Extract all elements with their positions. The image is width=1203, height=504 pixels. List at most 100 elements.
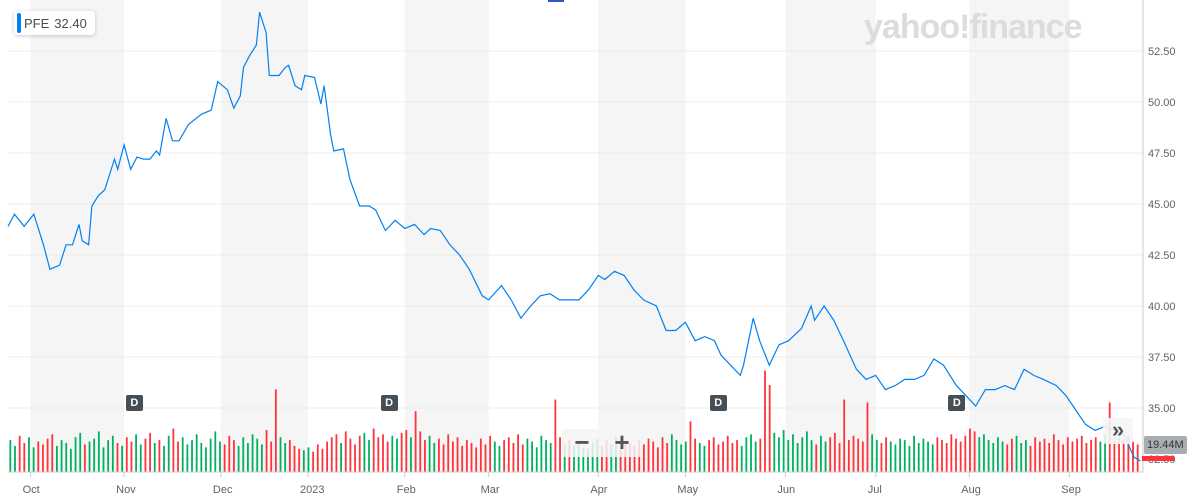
volume-bar — [88, 441, 91, 472]
volume-bar — [219, 441, 221, 472]
volume-bar — [195, 434, 198, 472]
volume-bar — [83, 444, 86, 472]
volume-bar — [973, 431, 976, 472]
volume-bar — [819, 435, 822, 472]
volume-bar — [284, 443, 287, 472]
volume-bar — [1034, 437, 1037, 472]
volume-bar — [587, 448, 589, 472]
volume-bar — [368, 440, 370, 472]
volume-bar — [610, 444, 613, 472]
dividend-marker[interactable]: D — [125, 395, 143, 411]
volume-bar — [74, 437, 77, 472]
volume-bar — [768, 385, 771, 472]
volume-bar — [335, 434, 338, 472]
volume-bar — [1080, 435, 1083, 472]
volume-bar — [591, 443, 594, 472]
volume-bar — [330, 437, 333, 472]
volume-bar — [279, 437, 282, 472]
zoom-in-button[interactable]: + — [614, 427, 630, 457]
dividend-marker[interactable]: D — [380, 395, 398, 411]
y-tick-label: 37.50 — [1148, 352, 1176, 364]
x-tick-label: Jun — [777, 484, 795, 496]
volume-bar — [475, 447, 478, 472]
volume-bar — [521, 444, 524, 472]
volume-bar — [18, 435, 21, 472]
volume-bar — [633, 445, 636, 472]
x-tick-label: Dec — [213, 484, 233, 496]
volume-bar — [987, 440, 990, 472]
volume-bar — [689, 421, 692, 472]
volume-bar — [386, 441, 389, 472]
volume-bar — [214, 431, 217, 472]
volume-bar — [121, 445, 124, 472]
volume-bar — [629, 443, 631, 472]
volume-bar — [545, 440, 547, 472]
volume-bar — [563, 444, 566, 472]
x-tick-label: Feb — [397, 484, 416, 496]
volume-bar — [424, 440, 426, 472]
volume-bar — [116, 443, 119, 472]
volume-label: 19.44M — [1144, 436, 1187, 454]
volume-bar — [9, 440, 12, 472]
volume-bar — [899, 438, 901, 472]
x-tick-label: Nov — [116, 484, 136, 496]
volume-bar — [1136, 444, 1139, 472]
volume-bar — [824, 441, 827, 472]
volume-bar — [992, 443, 995, 472]
volume-bar — [852, 435, 855, 472]
volume-bar — [56, 445, 58, 472]
x-tick-label: Apr — [590, 484, 607, 496]
volume-bar — [451, 441, 454, 472]
dividend-marker[interactable]: D — [709, 395, 727, 411]
volume-bar — [703, 445, 706, 472]
volume-bar — [144, 438, 147, 472]
scroll-forward-button[interactable]: » — [1103, 418, 1133, 444]
volume-bar — [1071, 441, 1074, 472]
y-tick-label: 50.00 — [1148, 97, 1176, 109]
month-band — [404, 0, 489, 472]
volume-bar — [1118, 437, 1120, 472]
volume-bar — [223, 444, 226, 472]
volume-bar — [875, 440, 878, 472]
volume-bar — [153, 443, 156, 472]
volume-bar — [79, 432, 82, 472]
volume-bar — [489, 435, 492, 472]
volume-bar — [642, 444, 645, 472]
volume-bar — [549, 443, 552, 472]
yahoo-finance-logo: yahoo!finance — [864, 8, 1082, 46]
volume-bar — [265, 429, 268, 472]
zoom-out-button[interactable]: − — [574, 427, 590, 457]
volume-bar — [983, 434, 985, 472]
volume-bar — [419, 431, 422, 472]
volume-bar — [1062, 444, 1065, 472]
volume-bar — [866, 402, 869, 472]
volume-bar — [149, 432, 151, 472]
volume-bar — [1001, 441, 1004, 472]
dividend-marker[interactable]: D — [948, 395, 966, 411]
month-band — [598, 0, 686, 472]
volume-bar — [46, 438, 49, 472]
x-tick-label: Sep — [1061, 484, 1081, 496]
volume-bar — [531, 441, 533, 472]
month-band — [785, 0, 876, 472]
volume-bar — [526, 438, 529, 472]
volume-bar — [181, 437, 184, 472]
y-tick-label: 47.50 — [1148, 148, 1176, 160]
range-handle[interactable] — [548, 0, 564, 2]
volume-bar — [23, 443, 26, 472]
volume-bar — [14, 445, 16, 472]
volume-bar — [42, 444, 44, 472]
volume-bar — [111, 435, 114, 472]
volume-bar — [680, 444, 683, 472]
ticker-badge: PFE 32.40 — [14, 11, 95, 35]
x-tick-label: Jul — [868, 484, 882, 496]
volume-bar — [717, 444, 720, 472]
volume-bar — [479, 438, 482, 472]
volume-bar — [274, 389, 277, 472]
zoom-controls: − + — [562, 429, 642, 457]
volume-bar — [1015, 435, 1018, 472]
volume-bar — [871, 434, 874, 472]
volume-bar — [889, 441, 892, 472]
volume-bar — [233, 440, 235, 472]
